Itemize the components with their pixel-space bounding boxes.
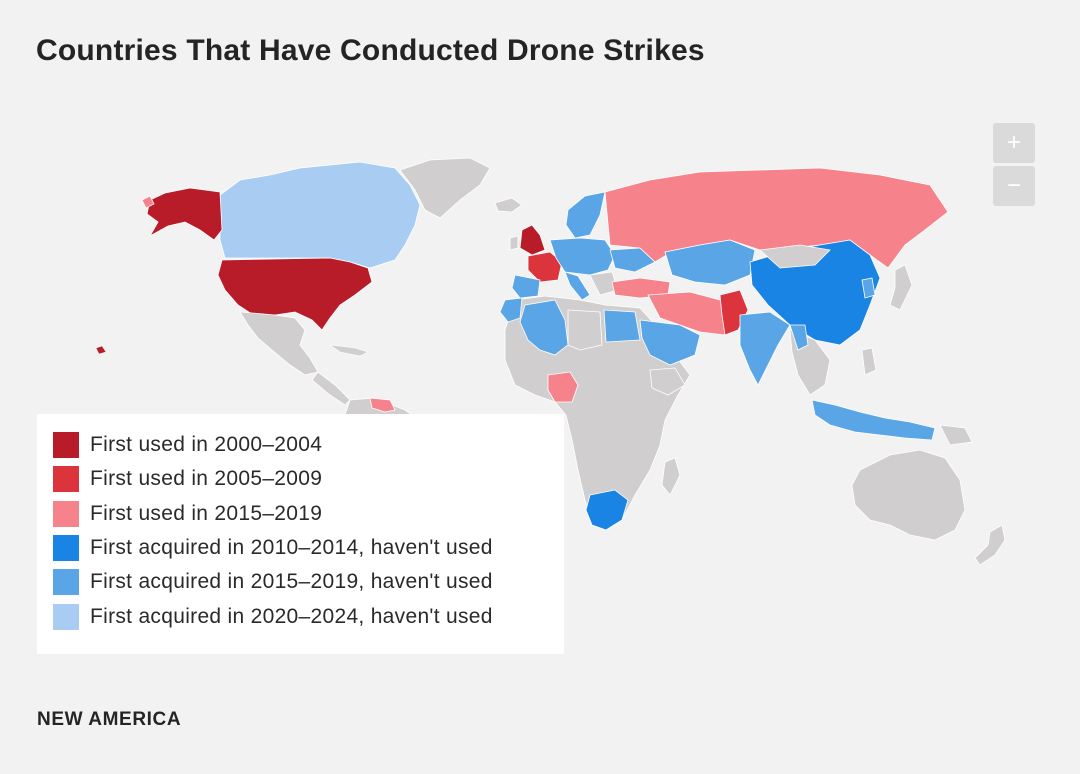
region-africa[interactable]	[504, 295, 691, 531]
region-central-america[interactable]	[311, 371, 351, 406]
region-korea[interactable]	[861, 277, 876, 299]
region-usa[interactable]	[217, 257, 373, 331]
legend-swatch	[53, 500, 79, 527]
legend-swatch	[53, 569, 79, 596]
legend-label: First acquired in 2020–2024, haven't use…	[90, 604, 493, 628]
legend-swatch	[53, 466, 79, 493]
legend-label: First used in 2000–2004	[90, 433, 323, 457]
region-canada[interactable]	[219, 161, 421, 269]
region-new-zealand[interactable]	[974, 524, 1006, 566]
region-ethiopia[interactable]	[649, 367, 686, 396]
region-iceland[interactable]	[494, 197, 523, 213]
legend-label: First acquired in 2015–2019, haven't use…	[90, 570, 493, 594]
zoom-in-button[interactable]: +	[993, 123, 1035, 163]
legend: First used in 2000–2004 First used in 20…	[37, 414, 564, 654]
region-italy[interactable]	[564, 271, 591, 301]
region-caribbean[interactable]	[329, 344, 369, 357]
region-mexico[interactable]	[239, 311, 319, 376]
region-philippines[interactable]	[861, 347, 877, 376]
map-title: Countries That Have Conducted Drone Stri…	[36, 34, 705, 67]
region-central-europe[interactable]	[549, 237, 616, 276]
region-nigeria[interactable]	[547, 371, 579, 403]
region-central-asia[interactable]	[664, 239, 756, 286]
region-egypt[interactable]	[603, 309, 641, 343]
region-morocco[interactable]	[499, 297, 523, 323]
legend-label: First used in 2015–2019	[90, 501, 323, 525]
region-libya[interactable]	[567, 309, 603, 351]
legend-item: First used in 2005–2009	[53, 462, 564, 496]
region-hawaii[interactable]	[95, 345, 107, 355]
region-madagascar[interactable]	[661, 457, 681, 496]
region-venezuela[interactable]	[369, 397, 396, 413]
legend-item: First used in 2000–2004	[53, 428, 564, 462]
region-scandinavia[interactable]	[565, 191, 606, 239]
region-india[interactable]	[739, 311, 791, 386]
legend-swatch	[53, 603, 79, 630]
legend-item: First acquired in 2015–2019, haven't use…	[53, 565, 564, 599]
region-greenland[interactable]	[399, 157, 491, 219]
legend-label: First used in 2005–2009	[90, 467, 323, 491]
legend-item: First acquired in 2020–2024, haven't use…	[53, 599, 564, 633]
region-png[interactable]	[939, 424, 973, 446]
region-australia[interactable]	[851, 449, 966, 541]
region-mongolia[interactable]	[759, 244, 831, 269]
region-indonesia[interactable]	[811, 399, 936, 441]
region-saudi-arabia[interactable]	[639, 319, 701, 366]
legend-swatch	[53, 535, 79, 562]
region-south-africa[interactable]	[585, 489, 629, 531]
legend-swatch	[53, 432, 79, 459]
zoom-out-button[interactable]: −	[993, 166, 1035, 206]
legend-item: First used in 2015–2019	[53, 497, 564, 531]
brand-logo: NEW AMERICA	[37, 709, 182, 730]
region-iberia[interactable]	[511, 274, 541, 299]
region-ukraine[interactable]	[609, 247, 656, 273]
region-ireland[interactable]	[509, 235, 519, 251]
region-algeria[interactable]	[519, 299, 569, 356]
region-france[interactable]	[527, 251, 563, 283]
region-uk[interactable]	[519, 224, 546, 256]
region-japan[interactable]	[889, 264, 913, 311]
region-aleutians[interactable]	[141, 195, 155, 209]
region-alaska[interactable]	[146, 187, 223, 241]
legend-item: First acquired in 2010–2014, haven't use…	[53, 531, 564, 565]
legend-label: First acquired in 2010–2014, haven't use…	[90, 536, 493, 560]
region-myanmar[interactable]	[789, 324, 809, 351]
